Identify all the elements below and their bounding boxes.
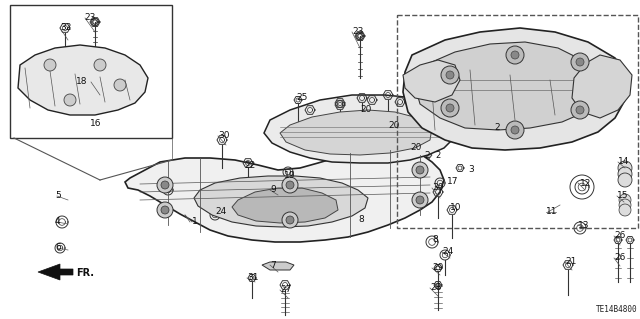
Circle shape bbox=[412, 162, 428, 178]
Circle shape bbox=[576, 106, 584, 114]
Circle shape bbox=[441, 66, 459, 84]
Text: 18: 18 bbox=[76, 78, 88, 86]
Circle shape bbox=[282, 212, 298, 228]
Text: 6: 6 bbox=[55, 243, 61, 253]
Polygon shape bbox=[280, 110, 432, 155]
Text: 17: 17 bbox=[447, 177, 458, 187]
Circle shape bbox=[64, 94, 76, 106]
Text: 1: 1 bbox=[192, 218, 198, 226]
Text: 7: 7 bbox=[270, 261, 276, 270]
Text: 5: 5 bbox=[55, 191, 61, 201]
Circle shape bbox=[161, 206, 169, 214]
Circle shape bbox=[157, 177, 173, 193]
Text: 26: 26 bbox=[614, 232, 625, 241]
Polygon shape bbox=[264, 95, 458, 163]
Circle shape bbox=[161, 181, 169, 189]
Text: 2: 2 bbox=[435, 151, 440, 160]
Circle shape bbox=[511, 126, 519, 134]
Text: 26: 26 bbox=[614, 254, 625, 263]
Circle shape bbox=[576, 58, 584, 66]
Text: 16: 16 bbox=[90, 120, 102, 129]
Circle shape bbox=[412, 192, 428, 208]
Polygon shape bbox=[18, 45, 148, 115]
Text: 19: 19 bbox=[284, 170, 296, 180]
Circle shape bbox=[94, 59, 106, 71]
Bar bbox=[10, 5, 172, 138]
Text: 25: 25 bbox=[296, 93, 307, 102]
Text: 23: 23 bbox=[84, 13, 95, 23]
Text: 9: 9 bbox=[270, 186, 276, 195]
Polygon shape bbox=[38, 264, 73, 280]
Circle shape bbox=[286, 181, 294, 189]
Circle shape bbox=[619, 194, 631, 206]
Circle shape bbox=[44, 59, 56, 71]
Text: 14: 14 bbox=[618, 158, 629, 167]
Circle shape bbox=[571, 53, 589, 71]
Text: 20: 20 bbox=[360, 106, 371, 115]
Polygon shape bbox=[262, 262, 294, 270]
Text: 4: 4 bbox=[55, 218, 61, 226]
Text: 30: 30 bbox=[218, 131, 230, 140]
Circle shape bbox=[619, 204, 631, 216]
Circle shape bbox=[157, 202, 173, 218]
Circle shape bbox=[506, 121, 524, 139]
Text: 21: 21 bbox=[565, 257, 577, 266]
Text: 27: 27 bbox=[280, 286, 291, 294]
Polygon shape bbox=[572, 55, 632, 118]
Text: 8: 8 bbox=[432, 235, 438, 244]
Text: TE14B4800: TE14B4800 bbox=[596, 305, 638, 314]
Text: 2: 2 bbox=[494, 122, 500, 131]
Circle shape bbox=[571, 101, 589, 119]
Text: 24: 24 bbox=[215, 207, 227, 217]
Circle shape bbox=[282, 177, 298, 193]
Text: 15: 15 bbox=[617, 191, 628, 201]
Text: 2: 2 bbox=[424, 151, 429, 160]
Text: 20: 20 bbox=[388, 121, 399, 130]
Polygon shape bbox=[194, 176, 368, 227]
Circle shape bbox=[511, 51, 519, 59]
Text: 11: 11 bbox=[546, 207, 557, 217]
Text: 24: 24 bbox=[442, 248, 453, 256]
Circle shape bbox=[618, 167, 632, 181]
Circle shape bbox=[286, 216, 294, 224]
Text: 22: 22 bbox=[244, 160, 255, 169]
Polygon shape bbox=[403, 28, 628, 150]
Circle shape bbox=[506, 46, 524, 64]
Bar bbox=[397, 15, 638, 228]
Circle shape bbox=[446, 71, 454, 79]
Text: 32: 32 bbox=[60, 24, 72, 33]
Text: FR.: FR. bbox=[76, 268, 94, 278]
Circle shape bbox=[416, 196, 424, 204]
Text: 29: 29 bbox=[432, 263, 444, 272]
Circle shape bbox=[446, 104, 454, 112]
Circle shape bbox=[416, 166, 424, 174]
Text: 10: 10 bbox=[450, 204, 461, 212]
Circle shape bbox=[618, 161, 632, 175]
Text: 8: 8 bbox=[358, 216, 364, 225]
Circle shape bbox=[441, 99, 459, 117]
Text: 31: 31 bbox=[247, 273, 259, 283]
Text: 13: 13 bbox=[578, 220, 589, 229]
Text: 28: 28 bbox=[430, 284, 442, 293]
Circle shape bbox=[618, 173, 632, 187]
Text: 12: 12 bbox=[580, 179, 591, 188]
Text: 3: 3 bbox=[468, 166, 474, 174]
Text: 23: 23 bbox=[352, 27, 364, 36]
Polygon shape bbox=[414, 152, 432, 160]
Polygon shape bbox=[415, 42, 600, 130]
Text: 20: 20 bbox=[410, 144, 421, 152]
Polygon shape bbox=[125, 148, 444, 242]
Circle shape bbox=[114, 79, 126, 91]
Polygon shape bbox=[232, 188, 338, 223]
Circle shape bbox=[619, 199, 631, 211]
Text: 30: 30 bbox=[432, 183, 444, 192]
Polygon shape bbox=[403, 60, 460, 102]
